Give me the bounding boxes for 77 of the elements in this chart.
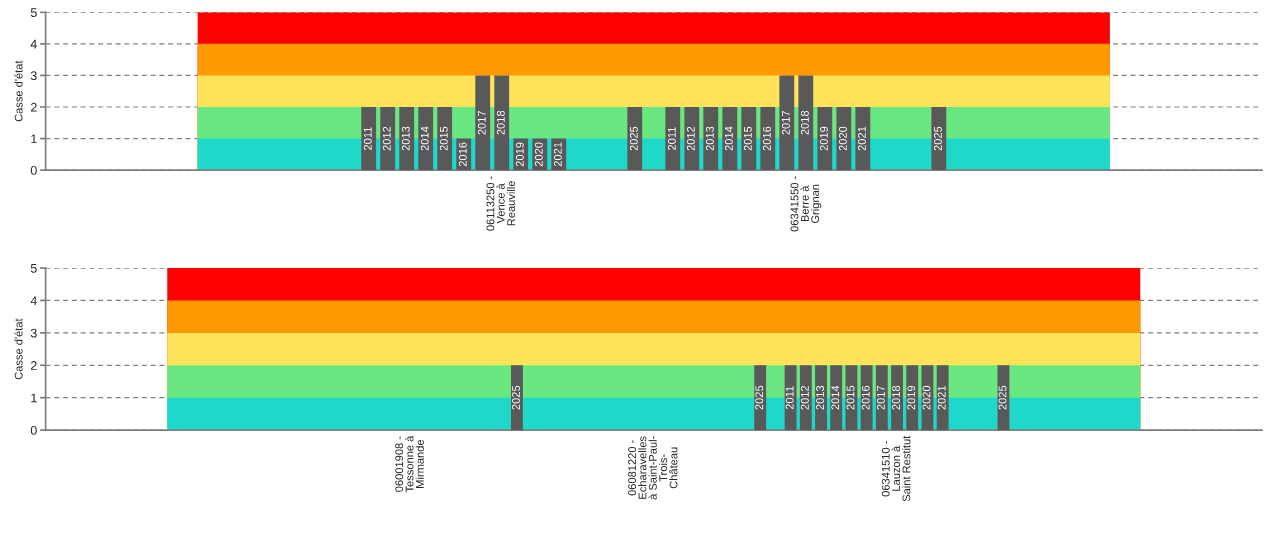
series-label: 2012 [800,385,809,410]
text: 2025 [933,126,942,151]
series-label: 2020 [534,142,543,167]
text: 2013 [705,126,714,151]
series-label: 2025 [629,126,638,151]
text: 2017 [781,110,790,135]
series-label: 2021 [937,385,946,410]
series-label: 2014 [420,126,429,151]
y-tick-label: 4 [30,39,37,49]
y-tick-label: 2 [30,102,37,112]
text: 2011 [667,127,676,150]
series-label: 2016 [861,385,870,410]
series-label: 2019 [907,385,916,410]
y-axis-title: Casse d'état [14,60,23,122]
series-label: 2015 [439,126,448,151]
text: 2016 [762,126,771,151]
bar [437,107,453,171]
bar [399,107,415,171]
y-tick-label: 2 [30,361,37,370]
text: 2021 [857,126,866,151]
text: 2014 [724,126,733,151]
series-label: 2013 [401,126,410,151]
text: 2012 [686,126,695,151]
x-tick-label: 06341550 - Berre à Grignan [790,176,822,232]
series-label: 2014 [831,385,840,410]
series-label: 2015 [846,385,855,410]
x-tick-label: 06081220 - Echaravelles à Saint-Paul- Trois- Château [628,436,678,500]
y-tick-label: 3 [30,328,37,338]
bar [475,75,491,171]
x-tick-label: 06001908 - Tessonne à Mirmande [395,435,424,493]
series-label: 2021 [553,142,562,167]
bar [836,107,852,171]
bar [361,107,377,171]
bar [855,107,871,171]
x-tick-label: 06341510 - Lauzon à Saint Restitut [881,435,911,502]
bar [760,107,776,171]
y-tick-label: 1 [31,134,37,144]
text: 2025 [755,385,764,410]
y-tick-label: 5 [30,263,37,273]
text: 2025 [998,385,1007,410]
text: 2019 [819,126,828,151]
text: 2015 [743,126,752,151]
bar [798,75,814,171]
y-axis-title: Casse d'état [14,318,23,380]
series-label: 2017 [477,110,486,135]
text: 2018 [496,110,505,135]
bar [380,107,396,171]
bar [627,107,643,171]
bar [684,107,700,171]
series-label: 2025 [512,385,520,410]
series-label: 2020 [922,385,931,410]
y-tick-label: 0 [30,425,37,435]
series-label: 2019 [515,142,524,167]
y-tick-label: 5 [30,8,37,17]
y-tick-label: 4 [30,296,37,305]
bar [741,107,757,171]
y-tick-label: 3 [30,71,37,81]
series-label: 2013 [816,385,824,410]
y-tick-label: 1 [31,393,37,403]
bar [722,107,738,171]
series-label: 2012 [382,126,391,151]
series-label: 2011 [363,127,372,150]
bar [418,107,434,171]
text: 2020 [838,126,847,151]
bar [665,107,681,171]
y-tick-label: 0 [30,165,37,175]
bar [779,75,795,171]
bar [931,107,947,171]
series-label: 2011 [785,386,794,410]
series-label: 2016 [458,142,467,167]
bar [817,107,833,171]
series-label: 2018 [892,385,901,410]
bar [703,107,719,171]
series-label: 2017 [876,385,885,410]
x-tick-label: 06113250 - Vence à Reauville [486,176,516,231]
bar [494,75,510,171]
series-label: 2018 [800,110,809,135]
